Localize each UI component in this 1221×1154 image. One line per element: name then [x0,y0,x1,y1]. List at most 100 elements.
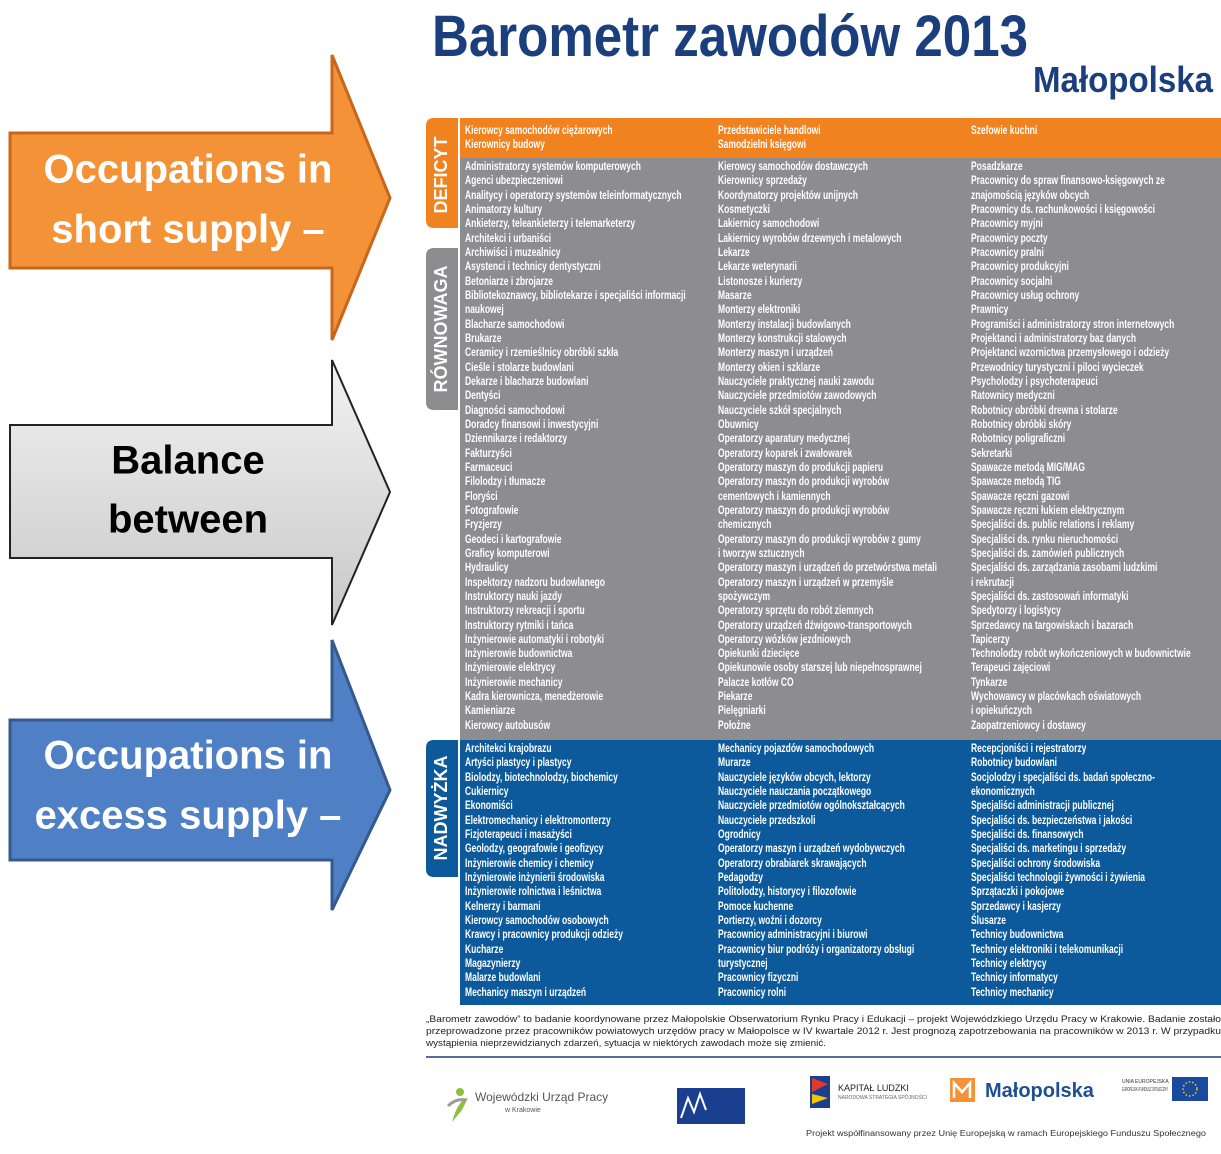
occupation: Artyści plastycy i plastycy [465,757,572,770]
occupation: Specjaliści ds. bezpieczeństwa i jakości [971,814,1133,827]
occupation: Robotnicy budowlani [971,757,1058,770]
occupation: Operatorzy sprzętu do robót ziemnych [718,605,874,618]
occupation: i tworzyw sztucznych [718,547,805,560]
occupation: Operatorzy maszyn do produkcji wyrobów [718,476,890,489]
occupation: Specjaliści administracji publicznej [971,800,1114,813]
occupation: Sprzedawcy na targowiskach i bazarach [971,619,1134,632]
occupation: Robotnicy obróbki drewna i stolarze [971,404,1118,417]
occupation: Technicy elektroniki i telekomunikacji [971,943,1124,956]
occupation: Przewodnicy turystyczni i piloci wyciecz… [971,361,1144,374]
footnote-line: przeprowadzone przez pracowników powiato… [426,1026,1221,1036]
occupation: spożywczym [718,590,771,603]
occupation: Szefowie kuchni [971,125,1038,137]
occupation: Analitycy i operatorzy systemów teleinfo… [465,189,682,202]
occupation: Nauczyciele praktycznej nauki zawodu [718,375,875,388]
occupation: Specjaliści ds. finansowych [971,828,1084,841]
occupation: Masarze [718,289,752,302]
occupation-column: Posadzkarze Pracownicy do spraw finansowo… [971,160,1191,733]
funding: Projekt współfinansowany przez Unię Euro… [806,1129,1207,1138]
occupation: Dziennikarze i redaktorzy [465,433,568,446]
occupation: Monterzy instalacji budowlanych [718,318,851,331]
occupation: Lakiernicy wyrobów drzewnych i metalowyc… [718,232,902,245]
logo-text: Wojewódzki Urząd Pracy [475,1090,608,1104]
logo-text: UNIA EUROPEJSKA [1122,1079,1169,1085]
occupation: Dentyści [465,390,501,403]
occupation: Pracownicy poczty [971,232,1048,245]
occupation: Operatorzy maszyn i urządzeń do przetwór… [718,562,937,575]
occupation: Robotnicy obróbki skóry [971,418,1072,431]
occupation: Położne [718,719,751,732]
occupation: Cukiernicy [465,785,509,798]
occupation: Pracownicy pralni [971,246,1044,259]
occupation: Operatorzy maszyn i urządzeń w przemyśle [718,576,894,589]
occupation: Bibliotekoznawcy, bibliotekarze i specja… [465,289,686,302]
occupation: Kucharze [465,943,504,956]
region: Małopolska [1033,59,1214,100]
occupation: Nauczyciele przedmiotów ogólnokształcący… [718,800,905,813]
occupation: Doradcy finansowi i inwestycyjni [465,418,599,431]
occupation: Przedstawiciele handlowi [718,125,821,137]
occupation: Psycholodzy i psychoterapeuci [971,375,1098,388]
occupation: Specjaliści ds. zamówień publicznych [971,547,1125,560]
occupation: Ceramicy i rzemieślnicy obróbki szkła [465,347,619,360]
occupation: Operatorzy maszyn do produkcji wyrobów z… [718,533,921,546]
occupation: Spedytorzy i logistycy [971,605,1061,618]
occupation: ekonomicznych [971,785,1035,798]
occupation: Brukarze [465,332,502,345]
occupation: Inżynierowie budownictwa [465,648,573,661]
arrow-text: Balance [111,439,264,483]
occupation-column: Administratorzy systemów komputerowych Ag… [465,160,686,733]
occupation: Ekonomiści [465,800,513,813]
occupation: Ogrodnicy [718,828,761,841]
occupation: Socjolodzy i specjaliści ds. badań społe… [971,771,1155,784]
occupation: Nauczyciele przedmiotów zawodowych [718,390,877,403]
occupation: Terapeuci zajęciowi [971,662,1051,675]
occupation: Specjaliści ds. zarządzania zasobami lud… [971,562,1158,575]
occupation: Fizjoterapeuci i masażyści [465,828,572,841]
arrow-text: Occupations in [44,734,333,778]
occupation: Filolodzy i tłumacze [465,476,546,489]
occupation: Sekretarki [971,447,1013,460]
logo-text: w Krakowie [504,1107,541,1114]
occupation: Technolodzy robót wykończeniowych w budo… [971,648,1191,661]
occupation: Geolodzy, geografowie i geofizycy [465,843,604,856]
occupation: Pracownicy fizyczni [718,972,799,985]
occupation: Operatorzy urządzeń dźwigowo-transportow… [718,619,912,632]
occupation: Portierzy, woźni i dozorcy [718,914,822,927]
tab-balance [426,248,458,410]
occupation: Robotnicy poligraficzni [971,433,1066,446]
occupation: Sprzedawcy i kasjerzy [971,900,1061,913]
occupation: Elektromechanicy i elektromonterzy [465,814,611,827]
occupation: Murarze [718,757,751,770]
occupation: Tapicerzy [971,633,1010,646]
occupation: Instruktorzy nauki jazdy [465,590,562,603]
occupation: Specjaliści ochrony środowiska [971,857,1101,870]
occupation: Operatorzy aparatury medycznej [718,433,850,446]
occupation: Kierownicy budowy [465,139,545,152]
occupation: Spawacze ręczni łukiem elektrycznym [971,504,1125,517]
occupation: Programiści i administratorzy stron inte… [971,318,1175,331]
occupation: Pracownicy socjalni [971,275,1053,288]
occupation-column: Przedstawiciele handlowi Samodzielni księ… [718,124,821,153]
occupation: Betoniarze i zbrojarze [465,275,553,288]
occupation: Samodzielni księgowi [718,139,806,152]
occupation: Koordynatorzy projektów unijnych [718,189,858,202]
occupation: Kelnerzy i barmani [465,900,541,913]
occupation: Asystenci i technicy dentystyczni [465,261,601,274]
occupation: Administratorzy systemów komputerowych [465,161,641,173]
occupation: Pracownicy usług ochrony [971,289,1080,302]
occupation: Floryści [465,490,498,503]
occupation: Instruktorzy rekreacji i sportu [465,605,585,618]
occupation: Projektanci wzornictwa przemysłowego i o… [971,347,1170,360]
occupation: i rekrutacji [971,576,1015,589]
occupation: Pracownicy biur podróży i organizatorzy … [718,943,915,956]
occupation: Nauczyciele języków obcych, lektorzy [718,771,871,784]
occupation: Kierownicy sprzedaży [718,175,807,188]
occupation: Specjaliści ds. public relations i rekla… [971,519,1135,532]
occupation: Graficy komputerowi [465,547,550,560]
occupation: Diagności samochodowi [465,404,565,417]
occupation-column: Kierowcy samochodów dostawczych Kierownic… [718,160,937,733]
occupation: Architekci i urbaniści [465,232,552,245]
